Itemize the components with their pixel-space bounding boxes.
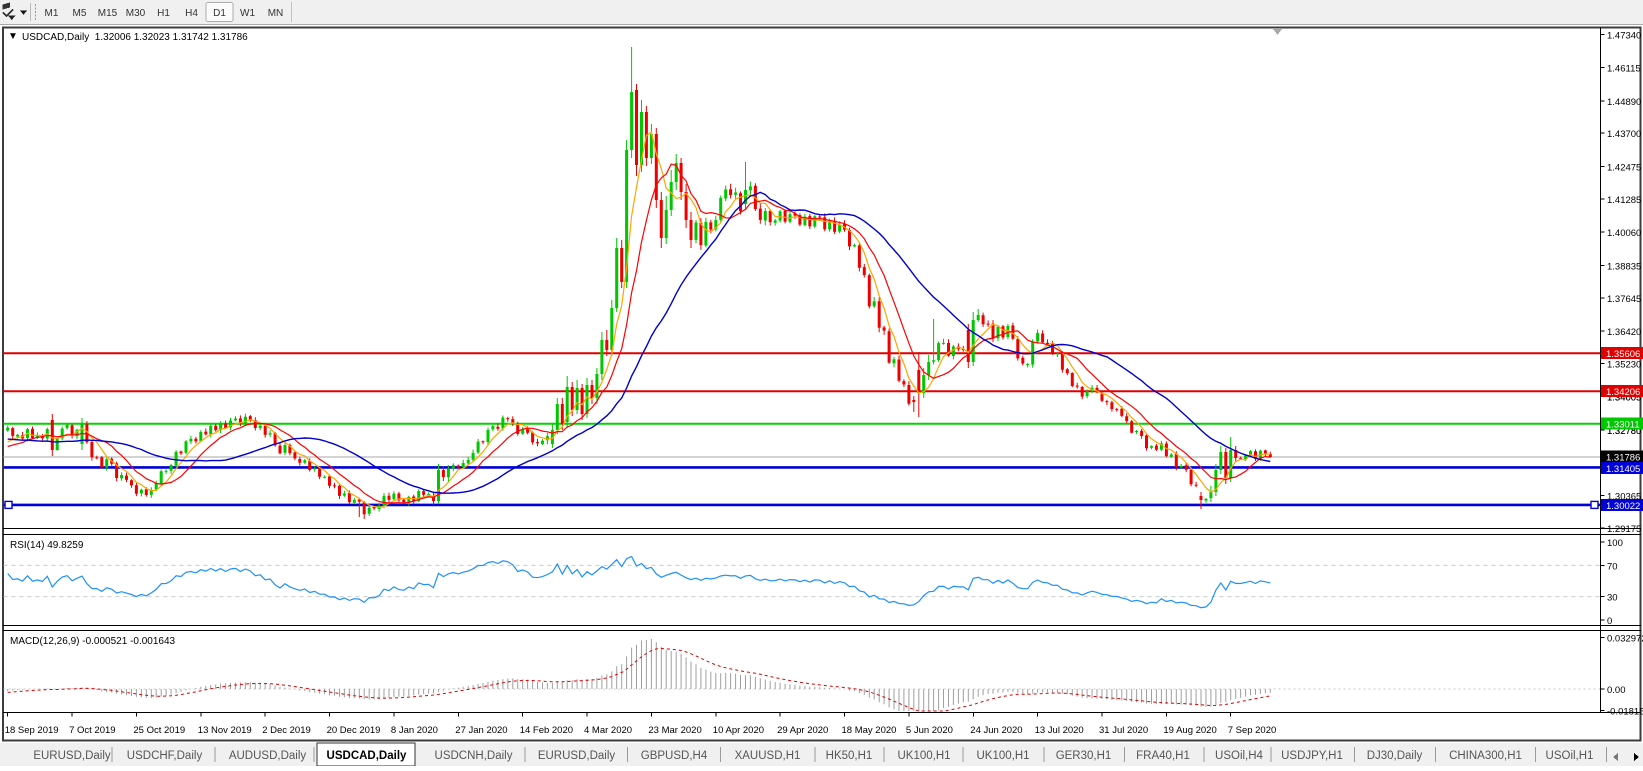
svg-text:13 Nov 2019: 13 Nov 2019 <box>198 725 252 736</box>
svg-text:USDJPY,H1: USDJPY,H1 <box>1281 750 1343 762</box>
svg-text:GER30,H1: GER30,H1 <box>1056 750 1112 762</box>
svg-text:1.41285: 1.41285 <box>1607 195 1641 206</box>
svg-text:30: 30 <box>1607 593 1618 604</box>
svg-text:29 Apr 2020: 29 Apr 2020 <box>777 725 828 736</box>
svg-text:USOil,H1: USOil,H1 <box>1546 750 1594 762</box>
svg-text:1.47340: 1.47340 <box>1607 30 1641 41</box>
svg-text:UK100,H1: UK100,H1 <box>897 750 950 762</box>
svg-text:1.31405: 1.31405 <box>1606 464 1640 475</box>
svg-text:DJ30,Daily: DJ30,Daily <box>1367 750 1423 762</box>
svg-text:0.032972: 0.032972 <box>1607 634 1643 645</box>
svg-text:7 Sep 2020: 7 Sep 2020 <box>1228 725 1277 736</box>
svg-text:7 Oct 2019: 7 Oct 2019 <box>69 725 115 736</box>
svg-text:USDCAD,Daily: USDCAD,Daily <box>327 750 407 762</box>
svg-text:24 Jun 2020: 24 Jun 2020 <box>970 725 1022 736</box>
svg-text:-0.018154: -0.018154 <box>1607 707 1643 718</box>
svg-text:1.37645: 1.37645 <box>1607 294 1641 305</box>
svg-text:CHINA300,H1: CHINA300,H1 <box>1449 750 1522 762</box>
svg-text:4 Mar 2020: 4 Mar 2020 <box>584 725 632 736</box>
svg-text:USDCAD,Daily 1.32006 1.32023: USDCAD,Daily 1.32006 1.32023 1.31742 1.3… <box>22 32 248 43</box>
svg-text:H1: H1 <box>157 8 170 19</box>
svg-text:1.43700: 1.43700 <box>1607 129 1641 140</box>
svg-text:27 Jan 2020: 27 Jan 2020 <box>455 725 507 736</box>
svg-text:1.30022: 1.30022 <box>1606 501 1640 512</box>
svg-text:100: 100 <box>1607 538 1623 549</box>
svg-text:USDCHF,Daily: USDCHF,Daily <box>127 750 203 762</box>
svg-text:▼: ▼ <box>8 31 18 42</box>
svg-text:W1: W1 <box>240 8 255 19</box>
svg-text:H4: H4 <box>185 8 198 19</box>
svg-text:1.38835: 1.38835 <box>1607 262 1641 273</box>
svg-text:1.34005: 1.34005 <box>1607 393 1641 404</box>
svg-text:AUDUSD,Daily: AUDUSD,Daily <box>229 750 307 762</box>
svg-text:M5: M5 <box>73 8 87 19</box>
svg-text:0.00: 0.00 <box>1607 685 1626 696</box>
svg-text:USDCNH,Daily: USDCNH,Daily <box>435 750 513 762</box>
svg-text:31 Jul 2020: 31 Jul 2020 <box>1099 725 1148 736</box>
svg-text:1.33011: 1.33011 <box>1606 420 1640 431</box>
svg-text:18 Sep 2019: 18 Sep 2019 <box>5 725 59 736</box>
svg-text:18 May 2020: 18 May 2020 <box>842 725 897 736</box>
svg-text:M30: M30 <box>126 8 146 19</box>
svg-text:20 Dec 2019: 20 Dec 2019 <box>327 725 381 736</box>
svg-text:1.32780: 1.32780 <box>1607 426 1641 437</box>
svg-text:1.34005: 1.34005 <box>1607 393 1641 404</box>
svg-text:8 Jan 2020: 8 Jan 2020 <box>391 725 438 736</box>
svg-text:EURUSD,Daily: EURUSD,Daily <box>33 750 111 762</box>
svg-text:1.36420: 1.36420 <box>1607 327 1641 338</box>
svg-text:1.29175: 1.29175 <box>1607 524 1641 535</box>
svg-text:D1: D1 <box>213 8 226 19</box>
svg-text:M1: M1 <box>45 8 59 19</box>
svg-text:FRA40,H1: FRA40,H1 <box>1136 750 1190 762</box>
svg-text:23 Mar 2020: 23 Mar 2020 <box>648 725 701 736</box>
svg-text:XAUUSD,H1: XAUUSD,H1 <box>735 750 801 762</box>
svg-text:USOil,H4: USOil,H4 <box>1215 750 1264 762</box>
svg-text:M15: M15 <box>98 8 118 19</box>
svg-text:25 Oct 2019: 25 Oct 2019 <box>133 725 185 736</box>
svg-text:0: 0 <box>1607 616 1612 627</box>
svg-text:HK50,H1: HK50,H1 <box>826 750 873 762</box>
svg-text:10 Apr 2020: 10 Apr 2020 <box>713 725 764 736</box>
svg-text:14 Feb 2020: 14 Feb 2020 <box>520 725 573 736</box>
svg-text:1.30365: 1.30365 <box>1607 492 1641 503</box>
svg-text:2 Dec 2019: 2 Dec 2019 <box>262 725 311 736</box>
svg-text:1.44890: 1.44890 <box>1607 97 1641 108</box>
svg-text:70: 70 <box>1607 561 1618 572</box>
svg-text:1.32780: 1.32780 <box>1607 426 1641 437</box>
svg-text:MACD(12,26,9) -0.000521 -0.001: MACD(12,26,9) -0.000521 -0.001643 <box>10 636 176 647</box>
svg-text:1.42475: 1.42475 <box>1607 163 1641 174</box>
svg-text:GBPUSD,H4: GBPUSD,H4 <box>641 750 708 762</box>
svg-text:EURUSD,Daily: EURUSD,Daily <box>538 750 616 762</box>
svg-text:MN: MN <box>268 8 284 19</box>
svg-text:1.46115: 1.46115 <box>1607 64 1641 75</box>
svg-text:1.35230: 1.35230 <box>1607 359 1641 370</box>
svg-text:5 Jun 2020: 5 Jun 2020 <box>906 725 953 736</box>
svg-text:1.40060: 1.40060 <box>1607 228 1641 239</box>
svg-text:1.31786: 1.31786 <box>1606 453 1640 464</box>
svg-text:1.34206: 1.34206 <box>1606 387 1640 398</box>
svg-text:RSI(14) 49.8259: RSI(14) 49.8259 <box>10 540 84 551</box>
svg-text:UK100,H1: UK100,H1 <box>976 750 1029 762</box>
svg-text:13 Jul 2020: 13 Jul 2020 <box>1035 725 1084 736</box>
svg-text:19 Aug 2020: 19 Aug 2020 <box>1163 725 1216 736</box>
svg-text:1.35606: 1.35606 <box>1606 349 1640 360</box>
